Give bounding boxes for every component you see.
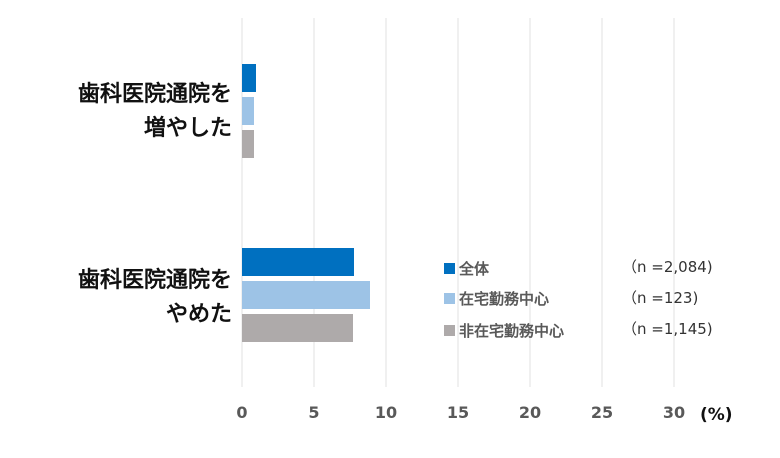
bar [242,248,355,276]
n-label-remote: （n =123) [622,289,699,307]
plot-area [241,18,682,387]
n-label-all: （n =2,084) [622,258,713,276]
gridline [601,18,603,387]
x-tick-label: 30 [662,403,686,422]
gridline [385,18,387,387]
legend-swatch-icon [444,293,455,304]
gridline [529,18,531,387]
legend-swatch-icon [444,263,455,274]
x-tick-label: 15 [446,403,470,422]
gridline [673,18,675,387]
legend-item-non-remote: 非在宅勤務中心 [444,320,564,341]
x-tick-label: 5 [308,403,320,422]
legend-item-remote: 在宅勤務中心 [444,288,549,309]
x-axis-unit: (%) [700,405,733,425]
n-label-non-remote: （n =1,145) [622,320,713,338]
gridline [457,18,459,387]
legend-swatch-icon [444,325,455,336]
legend-item-all: 全体 [444,258,489,279]
gridline [313,18,315,387]
gridline [241,18,243,387]
x-tick-label: 10 [374,403,398,422]
x-tick-label: 0 [236,403,248,422]
x-tick-label: 25 [590,403,614,422]
category-label-increased: 歯科医院通院を 増やした [77,82,232,141]
bar [242,64,257,92]
category-label-stopped: 歯科医院通院を やめた [77,268,232,327]
bar [242,314,353,342]
x-tick-label: 20 [518,403,542,422]
bar [242,97,254,125]
bar [242,281,371,309]
bar [242,130,254,158]
